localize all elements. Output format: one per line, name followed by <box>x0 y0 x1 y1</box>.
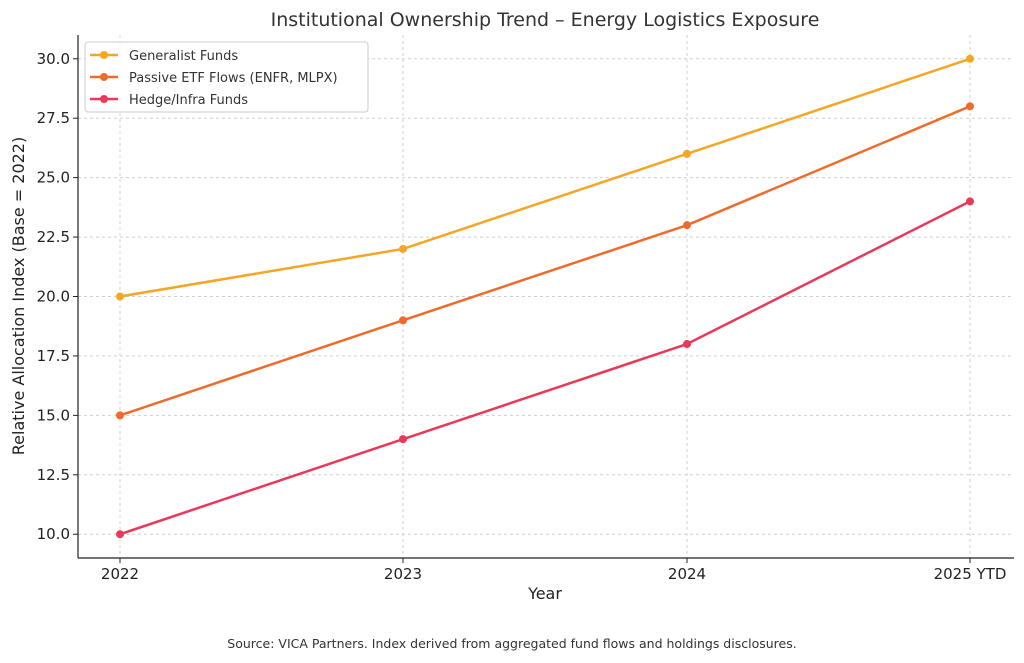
legend-entry-label: Generalist Funds <box>129 49 238 64</box>
y-tick-label: 17.5 <box>37 347 70 365</box>
grid <box>78 35 1014 558</box>
series-line <box>119 105 971 417</box>
data-point <box>399 244 407 253</box>
legend-swatch-marker <box>100 51 108 59</box>
y-tick-label: 25.0 <box>37 169 70 187</box>
y-axis-label: Relative Allocation Index (Base = 2022) <box>9 137 28 455</box>
series-line <box>119 200 971 536</box>
series-line <box>119 57 971 298</box>
legend-swatch-marker <box>100 73 108 81</box>
data-point <box>116 292 124 301</box>
data-point <box>399 316 407 325</box>
data-point <box>683 340 691 349</box>
legend-entry-label: Hedge/Infra Funds <box>129 93 248 108</box>
legend-swatch-marker <box>100 95 108 103</box>
data-point <box>116 530 124 539</box>
legend-entry-label: Passive ETF Flows (ENFR, MLPX) <box>129 71 338 86</box>
data-point <box>683 221 691 230</box>
x-tick-label: 2022 <box>101 565 139 583</box>
legend-frame <box>84 41 369 113</box>
data-point <box>966 102 974 111</box>
y-tick-label: 12.5 <box>37 466 70 484</box>
data-point <box>966 197 974 206</box>
x-tick-label: 2025 YTD <box>934 565 1007 583</box>
axes: 10.0 12.5 15.0 17.5 20.0 22.5 25.0 27.5 30.0 2022… <box>37 35 1014 583</box>
y-tick-label: 27.5 <box>37 109 70 127</box>
data-point <box>116 411 124 420</box>
y-tick-label: 15.0 <box>37 406 70 424</box>
data-point <box>683 149 691 158</box>
source-footnote: Source: VICA Partners. Index derived fro… <box>227 636 797 651</box>
y-tick-label: 30.0 <box>37 50 70 68</box>
series-group <box>116 54 974 539</box>
y-tick-label: 22.5 <box>37 228 70 246</box>
data-point <box>966 54 974 63</box>
x-axis-label: Year <box>527 584 562 603</box>
legend: Generalist Funds Passive ETF Flows (ENFR,… <box>84 41 369 113</box>
x-tick-label: 2024 <box>668 565 706 583</box>
data-point <box>399 435 407 444</box>
x-tick-label: 2023 <box>384 565 422 583</box>
y-tick-label: 10.0 <box>37 525 70 543</box>
chart-title: Institutional Ownership Trend – Energy L… <box>271 9 820 31</box>
y-tick-label: 20.0 <box>37 288 70 306</box>
